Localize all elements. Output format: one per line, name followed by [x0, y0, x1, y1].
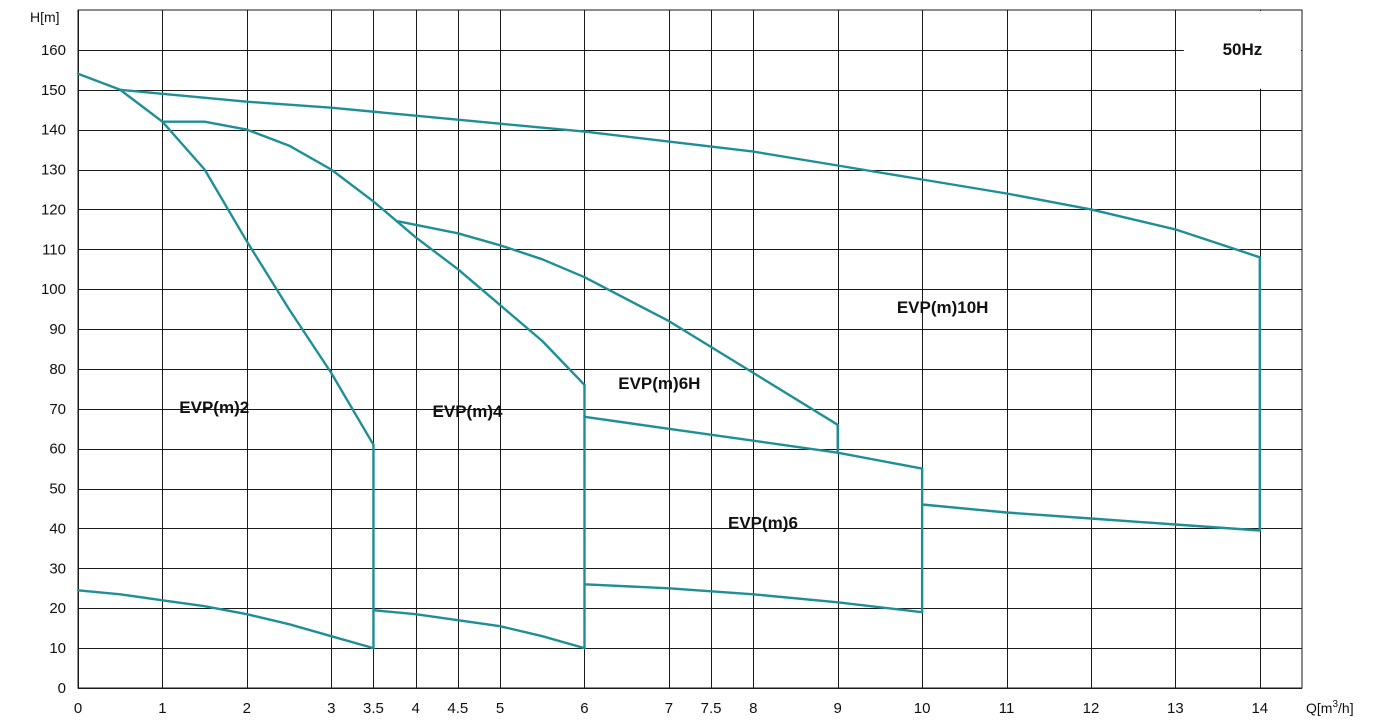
x-tick-label: 6	[580, 700, 588, 717]
x-tick-label: 7	[665, 700, 673, 717]
x-tick-label: 1	[158, 700, 166, 717]
x-tick-label: 10	[914, 700, 931, 717]
y-tick-label: 110	[42, 241, 66, 258]
series-label: EVP(m)6	[728, 513, 798, 532]
x-tick-label: 12	[1083, 700, 1100, 717]
y-tick-label: 140	[41, 122, 66, 139]
x-axis-title: Q[m3/h]	[1306, 699, 1354, 716]
y-tick-label: 150	[41, 82, 66, 99]
frequency-badge-text: 50Hz	[1223, 40, 1263, 59]
x-axis-title-main: Q[m	[1306, 700, 1332, 716]
x-tick-label: 8	[749, 700, 757, 717]
x-tick-label: 0	[74, 700, 82, 717]
y-tick-label: 80	[49, 361, 66, 378]
x-tick-label: 2	[243, 700, 251, 717]
y-tick-label: 40	[49, 520, 66, 537]
series-label: EVP(m)10H	[897, 298, 989, 317]
x-tick-label: 5	[496, 700, 504, 717]
y-tick-label: 20	[49, 600, 66, 617]
y-tick-label: 120	[41, 201, 66, 218]
x-axis-title-tail: /h]	[1338, 700, 1354, 716]
x-tick-label: 11	[999, 700, 1015, 717]
series-label: EVP(m)6H	[618, 374, 700, 393]
y-tick-label: 60	[49, 441, 66, 458]
y-tick-label: 70	[49, 401, 66, 418]
x-tick-label: 7.5	[701, 700, 722, 717]
y-tick-label: 100	[41, 281, 66, 298]
y-tick-label: 160	[41, 42, 66, 59]
x-tick-label: 3	[327, 700, 335, 717]
series-label: EVP(m)4	[433, 402, 503, 421]
y-tick-label: 10	[49, 640, 66, 657]
x-tick-label: 4.5	[447, 700, 468, 717]
y-tick-label: 50	[49, 481, 66, 498]
y-tick-label: 0	[58, 680, 66, 697]
y-axis-title: H[m]	[30, 9, 60, 25]
x-tick-label: 4	[411, 700, 419, 717]
series-label: EVP(m)2	[179, 398, 249, 417]
y-tick-label: 130	[41, 162, 66, 179]
x-tick-label: 9	[834, 700, 842, 717]
y-tick-label: 30	[49, 560, 66, 577]
x-tick-label: 13	[1167, 700, 1184, 717]
frequency-badge: 50Hz	[1184, 11, 1301, 89]
x-tick-label: 14	[1251, 700, 1268, 717]
y-tick-label: 90	[49, 321, 66, 338]
x-tick-label: 3.5	[363, 700, 384, 717]
